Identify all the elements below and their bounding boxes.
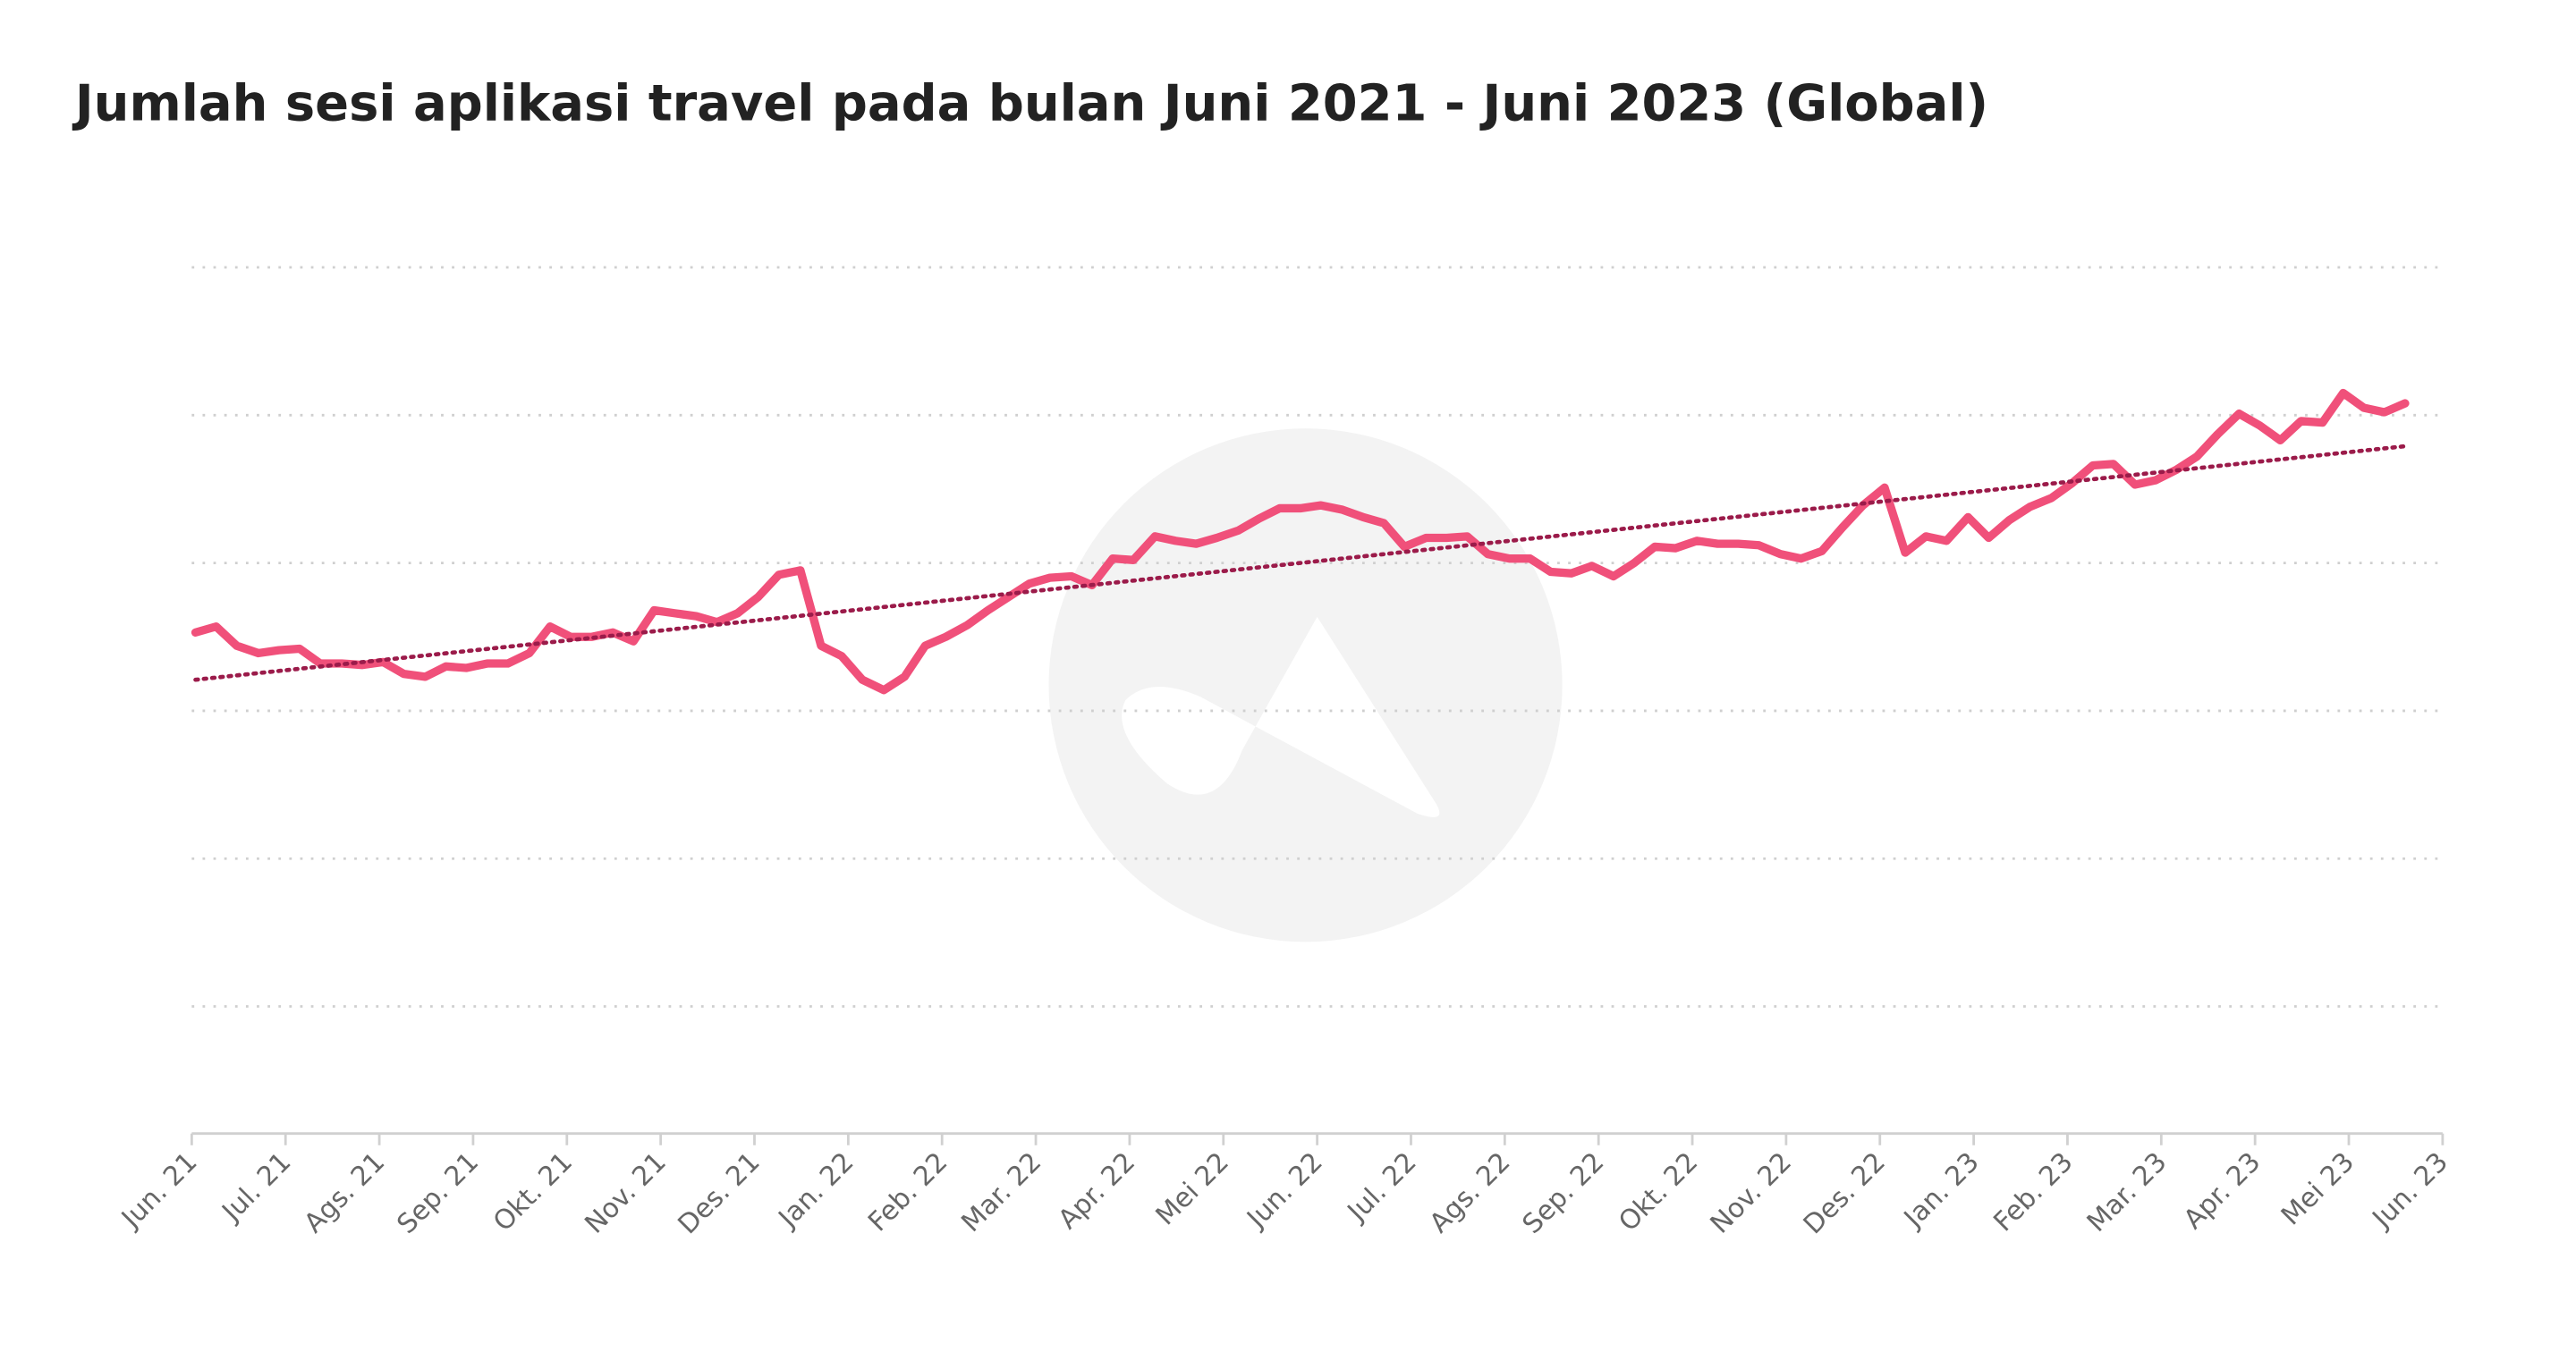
watermark [1048,428,1563,942]
line [191,388,2410,695]
chart-title: Jumlah sesi aplikasi travel pada bulan J… [72,74,1988,132]
trend-line [193,444,2408,682]
